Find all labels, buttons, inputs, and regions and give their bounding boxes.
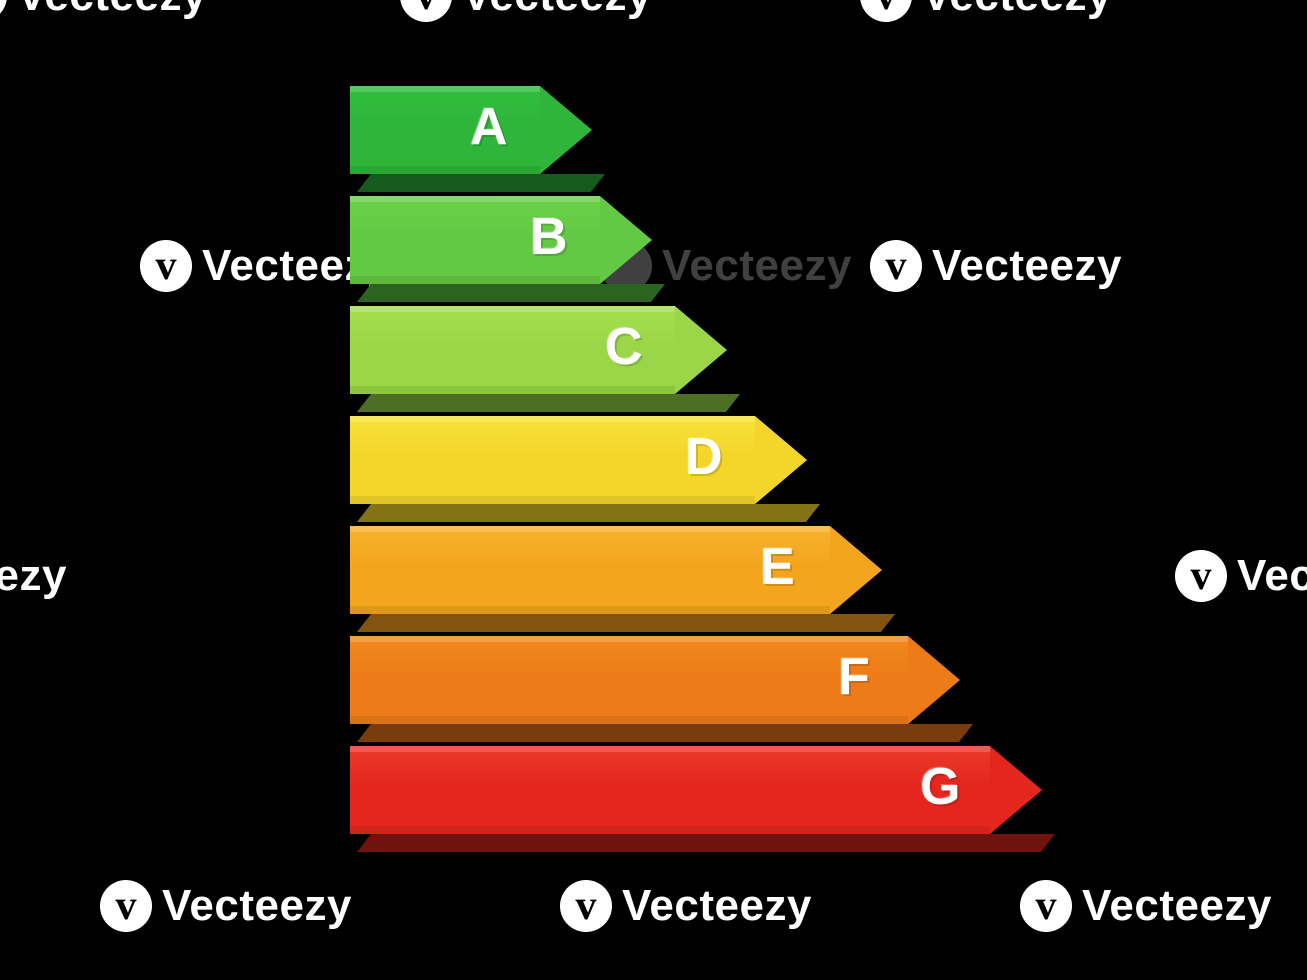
watermark: vVecteezy: [420, 547, 672, 599]
watermark: vVecteezy: [0, 550, 67, 602]
watermark-badge-icon: v: [560, 880, 612, 932]
watermark: vVecteezy: [600, 240, 852, 292]
watermark-badge-icon: v: [1175, 550, 1227, 602]
watermark-brand-text: Vecteezy: [622, 881, 812, 931]
watermark: vVecteezy: [560, 880, 812, 932]
watermark: v Vecteezy: [400, 0, 652, 22]
watermark-brand-text: Vecteezy: [162, 881, 352, 931]
watermark-brand-text: Vecteezy: [662, 241, 852, 291]
watermark-badge-icon: v: [420, 547, 472, 599]
watermark-brand-text: Vecteezy: [1082, 881, 1272, 931]
watermark: vVecteezy: [870, 240, 1122, 292]
watermark-badge-icon: v: [140, 240, 192, 292]
watermark-badge-icon: v: [1020, 880, 1072, 932]
watermark-brand-text: Vecteezy: [0, 551, 67, 601]
watermark-badge-icon: v: [860, 0, 912, 22]
watermark-brand-text: Vecteezy: [482, 548, 672, 598]
watermark-brand-text: Vecteezy: [202, 241, 392, 291]
watermark-brand-text: Vecteezy: [922, 0, 1112, 21]
watermark-brand-text: Vecteezy: [462, 0, 652, 21]
watermark-brand-text: Vecteezy: [17, 0, 207, 21]
watermark-badge-icon: v: [600, 240, 652, 292]
watermark: vVecteezy: [1020, 880, 1272, 932]
watermark: vVecteezy: [140, 240, 392, 292]
watermark-brand-text: Vecteezy: [1237, 551, 1307, 601]
watermark-badge-icon: v: [870, 240, 922, 292]
watermark: v Vecteezy: [0, 0, 207, 22]
watermark-badge-icon: v: [0, 0, 7, 22]
watermark: vVecteezy: [1175, 550, 1307, 602]
watermark: vVecteezy: [100, 880, 352, 932]
watermark: v Vecteezy: [860, 0, 1112, 22]
watermark-badge-icon: v: [100, 880, 152, 932]
watermark-layer: vVecteezyvVecteezyvVecteezyvVecteezyvVec…: [0, 0, 1307, 980]
watermark-brand-text: Vecteezy: [932, 241, 1122, 291]
watermark-badge-icon: v: [400, 0, 452, 22]
